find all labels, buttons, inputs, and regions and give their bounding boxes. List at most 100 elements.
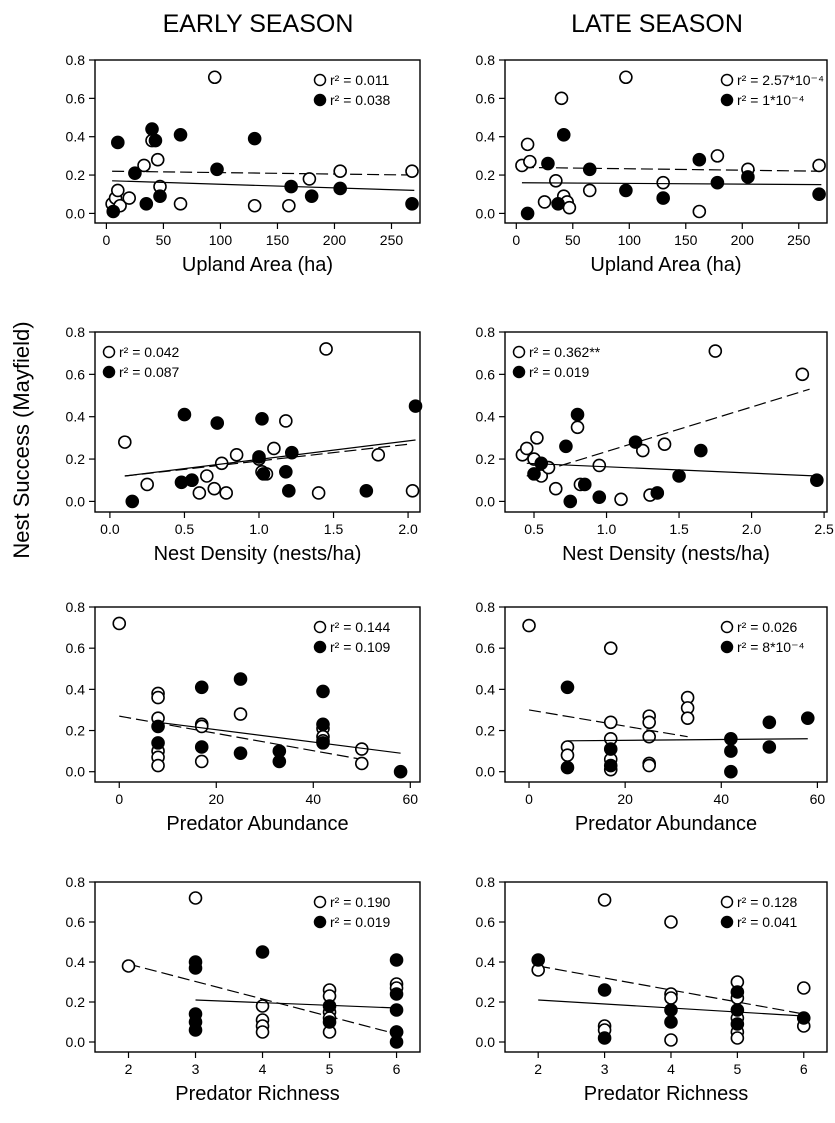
legend-label: r² = 0.087 xyxy=(119,364,180,380)
filled-point xyxy=(796,1011,811,1025)
legend-open-marker xyxy=(720,895,734,909)
y-tick-label: 0.2 xyxy=(476,723,496,739)
solid-fit-line xyxy=(567,738,808,742)
filled-point xyxy=(177,407,192,422)
legend-label: r² = 2.57*10⁻⁴ xyxy=(737,72,824,88)
filled-point xyxy=(570,407,585,422)
y-tick-label: 0.2 xyxy=(66,994,86,1010)
y-tick-label: 0.6 xyxy=(476,640,496,656)
open-point xyxy=(150,152,165,167)
filled-point xyxy=(710,175,725,190)
filled-point xyxy=(128,166,142,180)
x-tick-label: 40 xyxy=(305,791,321,807)
x-tick-label: 0.0 xyxy=(100,521,120,537)
legend-open-marker xyxy=(720,620,734,634)
filled-point xyxy=(592,490,607,504)
filled-point xyxy=(619,183,633,198)
open-point xyxy=(597,893,612,907)
legend-open-marker xyxy=(102,345,116,359)
legend-filled-marker xyxy=(313,915,327,929)
x-tick-label: 200 xyxy=(323,232,347,248)
open-point xyxy=(118,435,132,449)
y-tick-label: 0.8 xyxy=(476,324,496,340)
open-point xyxy=(664,915,678,929)
legend-label: r² = 8*10⁻⁴ xyxy=(737,639,805,655)
filled-point xyxy=(359,484,374,498)
open-point xyxy=(520,137,535,152)
open-point xyxy=(302,172,317,186)
y-tick-label: 0.2 xyxy=(476,167,496,183)
legend-open-marker xyxy=(512,345,526,359)
x-tick-label: 0 xyxy=(512,232,520,248)
x-tick-label: 2.0 xyxy=(398,521,418,537)
x-tick-label: 6 xyxy=(393,1061,401,1077)
filled-point xyxy=(210,416,225,430)
y-tick-label: 0.6 xyxy=(476,366,496,382)
filled-point xyxy=(730,985,745,999)
y-tick-label: 0.8 xyxy=(476,874,496,890)
open-point xyxy=(207,70,222,85)
dashed-fit-line xyxy=(528,709,688,738)
x-tick-label: 60 xyxy=(810,791,826,807)
open-point xyxy=(247,198,262,213)
filled-point xyxy=(520,206,535,221)
legend-filled-marker xyxy=(512,365,526,379)
filled-point xyxy=(145,122,159,136)
open-point xyxy=(642,758,656,773)
y-tick-label: 0.2 xyxy=(66,167,86,183)
filled-point xyxy=(559,439,573,454)
filled-point xyxy=(656,191,670,205)
x-tick-label: 20 xyxy=(617,791,633,807)
dashed-fit-line xyxy=(124,443,409,477)
filled-point xyxy=(650,486,665,500)
plot-frame xyxy=(504,606,828,783)
filled-point xyxy=(724,731,738,746)
open-point xyxy=(279,414,293,428)
x-tick-label: 5 xyxy=(733,1061,741,1077)
x-tick-label: 150 xyxy=(674,232,698,248)
x-tick-label: 5 xyxy=(326,1061,334,1077)
filled-point xyxy=(551,197,565,211)
filled-point xyxy=(284,179,298,194)
filled-point xyxy=(188,1023,203,1037)
filled-point xyxy=(597,983,612,997)
plot-frame xyxy=(94,59,421,224)
y-tick-label: 0.0 xyxy=(476,764,496,780)
solid-fit-line xyxy=(195,999,397,1009)
column-title-late: LATE SEASON xyxy=(571,10,743,38)
filled-point xyxy=(153,189,167,203)
y-tick-label: 0.0 xyxy=(66,205,86,221)
legend-label: r² = 0.190 xyxy=(330,894,391,910)
legend-label: r² = 0.128 xyxy=(737,894,798,910)
filled-point xyxy=(256,467,271,481)
plot-frame xyxy=(504,881,828,1053)
filled-point xyxy=(233,746,248,760)
dashed-fit-line xyxy=(526,388,810,477)
open-point xyxy=(603,641,618,655)
filled-point xyxy=(534,456,549,471)
x-tick-label: 100 xyxy=(618,232,642,248)
plot-frame xyxy=(94,606,421,783)
open-point xyxy=(554,91,569,106)
filled-point xyxy=(556,127,571,142)
x-axis-label: Predator Richness xyxy=(584,1083,749,1105)
y-tick-label: 0.8 xyxy=(66,874,86,890)
open-point xyxy=(657,437,672,452)
x-tick-label: 0 xyxy=(103,232,111,248)
filled-point xyxy=(322,999,337,1013)
x-tick-label: 50 xyxy=(565,232,581,248)
y-tick-label: 0.0 xyxy=(476,1034,496,1050)
filled-point xyxy=(389,987,404,1001)
open-point xyxy=(405,164,419,179)
legend-open-marker xyxy=(313,620,327,634)
x-axis-label: Predator Abundance xyxy=(166,813,348,835)
open-point xyxy=(635,443,650,458)
open-point xyxy=(537,195,552,209)
open-point xyxy=(255,1025,270,1039)
filled-point xyxy=(139,197,154,211)
filled-point xyxy=(255,412,269,426)
filled-point xyxy=(316,717,330,732)
legend-label: r² = 0.109 xyxy=(330,639,391,655)
filled-point xyxy=(730,1003,745,1017)
